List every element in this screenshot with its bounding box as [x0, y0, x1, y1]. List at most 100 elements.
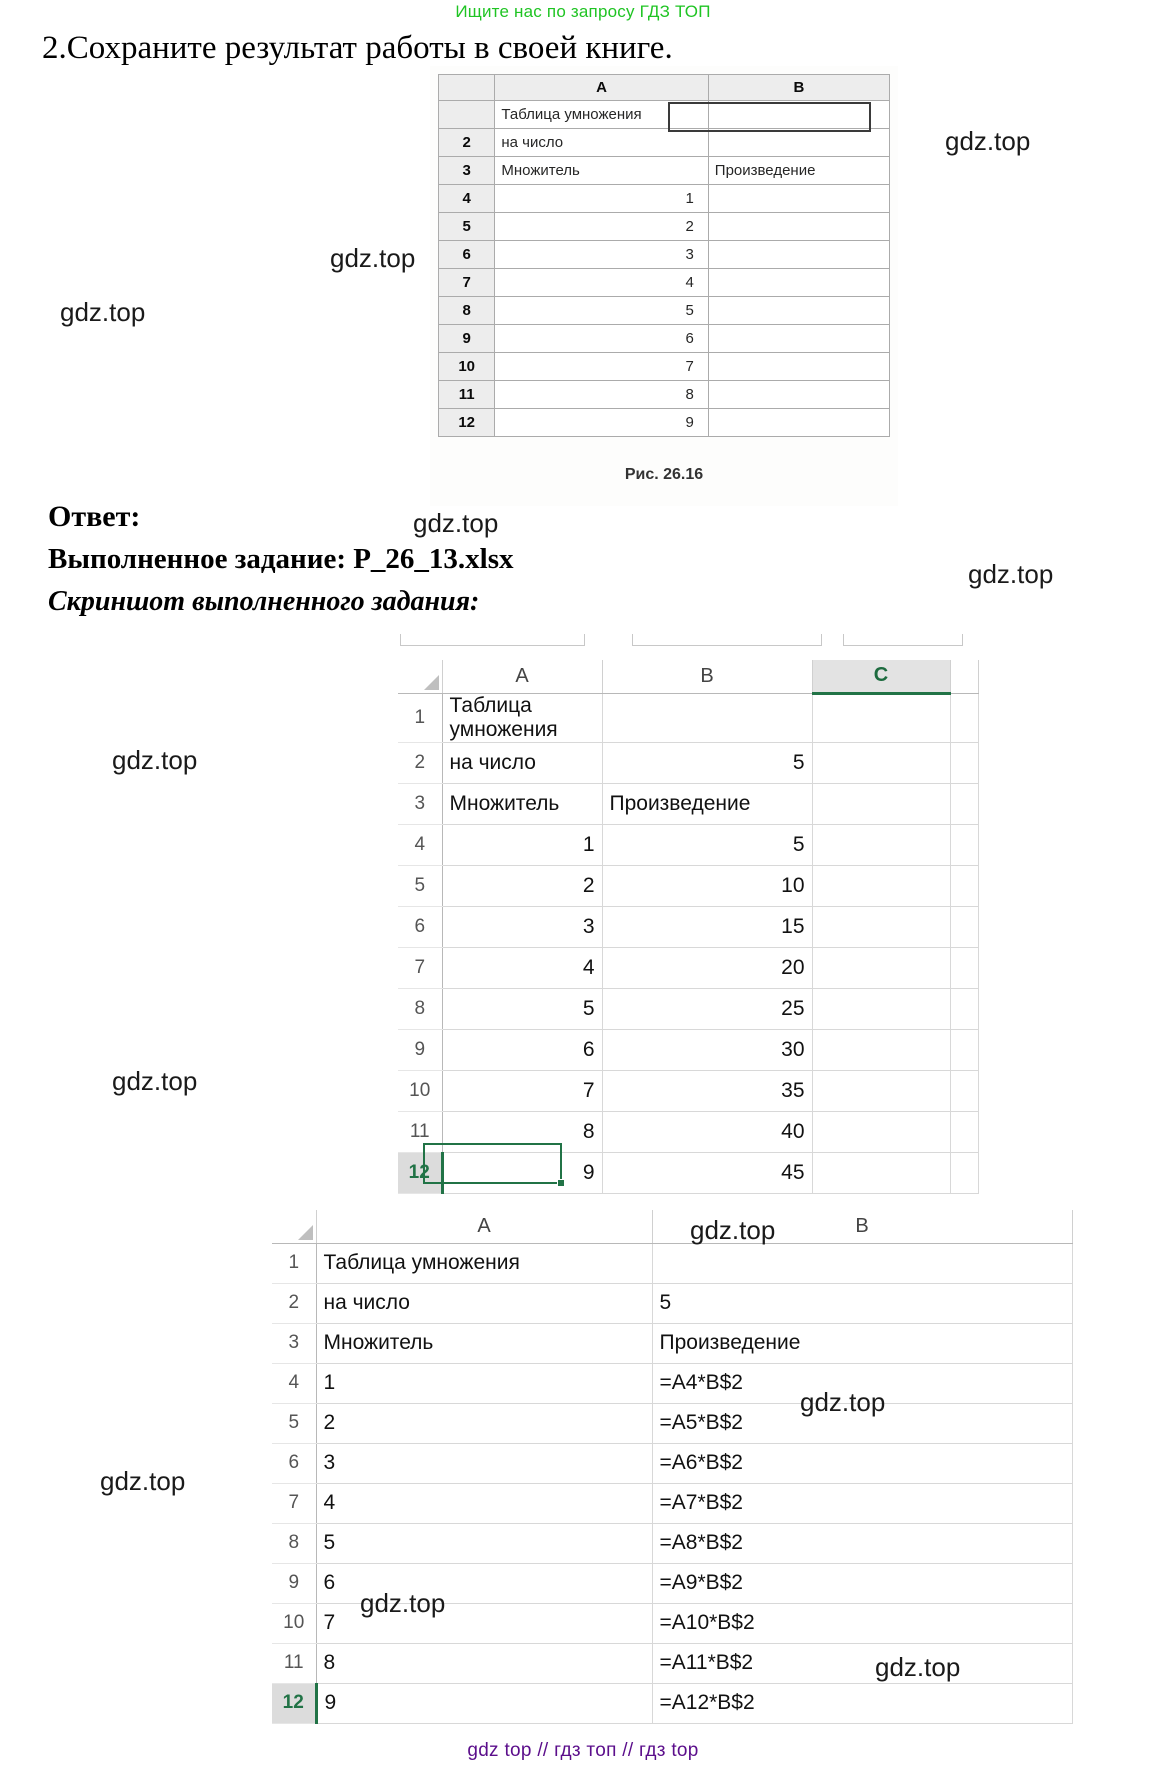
excel-formula-row-header-7[interactable]: 7: [272, 1483, 317, 1524]
excel-formulas-column-header-b[interactable]: B: [652, 1210, 1073, 1244]
excel-formula-cell-A8[interactable]: 5: [316, 1523, 653, 1564]
excel-formulas-grid[interactable]: A B 1 Таблица умножения 2 на число 5 3 Множите…: [272, 1210, 1073, 1724]
excel-cell-D1[interactable]: [950, 693, 979, 743]
excel-formula-cell-A2[interactable]: на число: [316, 1283, 653, 1324]
excel-formula-row-header-12[interactable]: 12: [272, 1683, 318, 1724]
excel-cell-D2[interactable]: [950, 742, 979, 784]
excel-cell-A7[interactable]: 4: [442, 947, 603, 989]
excel-formula-row-header-2[interactable]: 2: [272, 1283, 317, 1324]
excel-values-column-header-d[interactable]: [950, 660, 979, 694]
excel-formulas-row[interactable]: 8 5 =A8*B$2: [272, 1523, 1073, 1564]
excel-formula-cell-A10[interactable]: 7: [316, 1603, 653, 1644]
excel-values-column-header-b[interactable]: B: [602, 660, 813, 694]
excel-formula-cell-B9[interactable]: =A9*B$2: [652, 1563, 1073, 1604]
excel-formula-cell-B12[interactable]: =A12*B$2: [652, 1683, 1073, 1724]
excel-cell-B1[interactable]: [602, 693, 813, 743]
excel-row-header-1[interactable]: 1: [398, 693, 443, 743]
excel-formulas-row[interactable]: 3 Множитель Произведение: [272, 1323, 1073, 1364]
excel-formulas-row[interactable]: 1 Таблица умножения: [272, 1243, 1073, 1284]
excel-cell-C3[interactable]: [812, 783, 951, 825]
excel-cell-C11[interactable]: [812, 1111, 951, 1153]
excel-cell-B8[interactable]: 25: [602, 988, 813, 1030]
excel-formula-cell-B8[interactable]: =A8*B$2: [652, 1523, 1073, 1564]
excel-cell-C1[interactable]: [812, 693, 951, 743]
excel-row-header-6[interactable]: 6: [398, 906, 443, 948]
excel-formulas-column-header-row[interactable]: A B: [272, 1210, 1073, 1244]
excel-formula-cell-A5[interactable]: 2: [316, 1403, 653, 1444]
excel-cell-A9[interactable]: 6: [442, 1029, 603, 1071]
excel-selected-cell-c12[interactable]: [423, 1143, 565, 1187]
excel-values-row[interactable]: 6 3 15: [398, 906, 979, 948]
excel-formulas-row[interactable]: 7 4 =A7*B$2: [272, 1483, 1073, 1524]
excel-cell-B4[interactable]: 5: [602, 824, 813, 866]
excel-formula-row-header-4[interactable]: 4: [272, 1363, 317, 1404]
excel-values-row[interactable]: 8 5 25: [398, 988, 979, 1030]
excel-formula-row-header-5[interactable]: 5: [272, 1403, 317, 1444]
excel-cell-A4[interactable]: 1: [442, 824, 603, 866]
excel-values-column-header-row[interactable]: A B C: [398, 660, 979, 695]
excel-values-column-header-a[interactable]: A: [442, 660, 603, 694]
excel-cell-D11[interactable]: [950, 1111, 979, 1153]
excel-formula-cell-B4[interactable]: =A4*B$2: [652, 1363, 1073, 1404]
excel-cell-C6[interactable]: [812, 906, 951, 948]
excel-cell-B12[interactable]: 45: [602, 1152, 813, 1194]
excel-formula-cell-A1[interactable]: Таблица умножения: [316, 1243, 653, 1284]
excel-cell-C5[interactable]: [812, 865, 951, 907]
excel-formulas-row[interactable]: 9 6 =A9*B$2: [272, 1563, 1073, 1604]
excel-formulas-row[interactable]: 4 1 =A4*B$2: [272, 1363, 1073, 1404]
excel-row-header-5[interactable]: 5: [398, 865, 443, 907]
excel-formula-cell-A6[interactable]: 3: [316, 1443, 653, 1484]
excel-formula-row-header-11[interactable]: 11: [272, 1643, 317, 1684]
excel-cell-B9[interactable]: 30: [602, 1029, 813, 1071]
excel-values-row[interactable]: 5 2 10: [398, 865, 979, 907]
excel-cell-A8[interactable]: 5: [442, 988, 603, 1030]
excel-cell-D7[interactable]: [950, 947, 979, 989]
excel-cell-B11[interactable]: 40: [602, 1111, 813, 1153]
excel-row-header-7[interactable]: 7: [398, 947, 443, 989]
excel-formulas-row[interactable]: 6 3 =A6*B$2: [272, 1443, 1073, 1484]
excel-formula-cell-A12[interactable]: 9: [316, 1683, 653, 1724]
excel-row-header-3[interactable]: 3: [398, 783, 443, 825]
excel-cell-D12[interactable]: [950, 1152, 979, 1194]
excel-cell-C4[interactable]: [812, 824, 951, 866]
excel-values-row[interactable]: 1 Таблица умножения: [398, 693, 979, 743]
excel-cell-C9[interactable]: [812, 1029, 951, 1071]
excel-cell-A11[interactable]: 8: [442, 1111, 603, 1153]
excel-values-row[interactable]: 2 на число 5: [398, 742, 979, 784]
excel-cell-D6[interactable]: [950, 906, 979, 948]
excel-cell-A6[interactable]: 3: [442, 906, 603, 948]
fill-handle-icon[interactable]: [557, 1179, 565, 1187]
excel-cell-D4[interactable]: [950, 824, 979, 866]
excel-row-header-10[interactable]: 10: [398, 1070, 443, 1112]
excel-formula-row-header-9[interactable]: 9: [272, 1563, 317, 1604]
excel-cell-C10[interactable]: [812, 1070, 951, 1112]
excel-formula-cell-B2[interactable]: 5: [652, 1283, 1073, 1324]
excel-formula-row-header-3[interactable]: 3: [272, 1323, 317, 1364]
excel-cell-D5[interactable]: [950, 865, 979, 907]
excel-formula-cell-A7[interactable]: 4: [316, 1483, 653, 1524]
excel-cell-A5[interactable]: 2: [442, 865, 603, 907]
excel-formula-cell-A4[interactable]: 1: [316, 1363, 653, 1404]
excel-formula-cell-B10[interactable]: =A10*B$2: [652, 1603, 1073, 1644]
excel-formula-row-header-6[interactable]: 6: [272, 1443, 317, 1484]
excel-formula-cell-A11[interactable]: 8: [316, 1643, 653, 1684]
excel-row-header-11[interactable]: 11: [398, 1111, 443, 1153]
excel-formula-cell-B3[interactable]: Произведение: [652, 1323, 1073, 1364]
excel-formulas-row[interactable]: 11 8 =A11*B$2: [272, 1643, 1073, 1684]
excel-values-grid[interactable]: A B C 1 Таблица умножения 2 на число 5 3 Множи…: [398, 660, 979, 1194]
excel-formula-row-header-10[interactable]: 10: [272, 1603, 317, 1644]
excel-cell-C7[interactable]: [812, 947, 951, 989]
excel-formula-cell-B5[interactable]: =A5*B$2: [652, 1403, 1073, 1444]
excel-formulas-column-header-a[interactable]: A: [316, 1210, 653, 1244]
excel-cell-D9[interactable]: [950, 1029, 979, 1071]
excel-formula-cell-A9[interactable]: 6: [316, 1563, 653, 1604]
excel-values-row[interactable]: 3 Множитель Произведение: [398, 783, 979, 825]
excel-formulas-row[interactable]: 2 на число 5: [272, 1283, 1073, 1324]
select-all-corner-button-formulas[interactable]: [272, 1210, 317, 1244]
excel-cell-A3[interactable]: Множитель: [442, 783, 603, 825]
excel-cell-D3[interactable]: [950, 783, 979, 825]
excel-row-header-12[interactable]: 12: [398, 1152, 444, 1194]
excel-values-row[interactable]: 10 7 35: [398, 1070, 979, 1112]
excel-formulas-row[interactable]: 12 9 =A12*B$2: [272, 1683, 1073, 1724]
